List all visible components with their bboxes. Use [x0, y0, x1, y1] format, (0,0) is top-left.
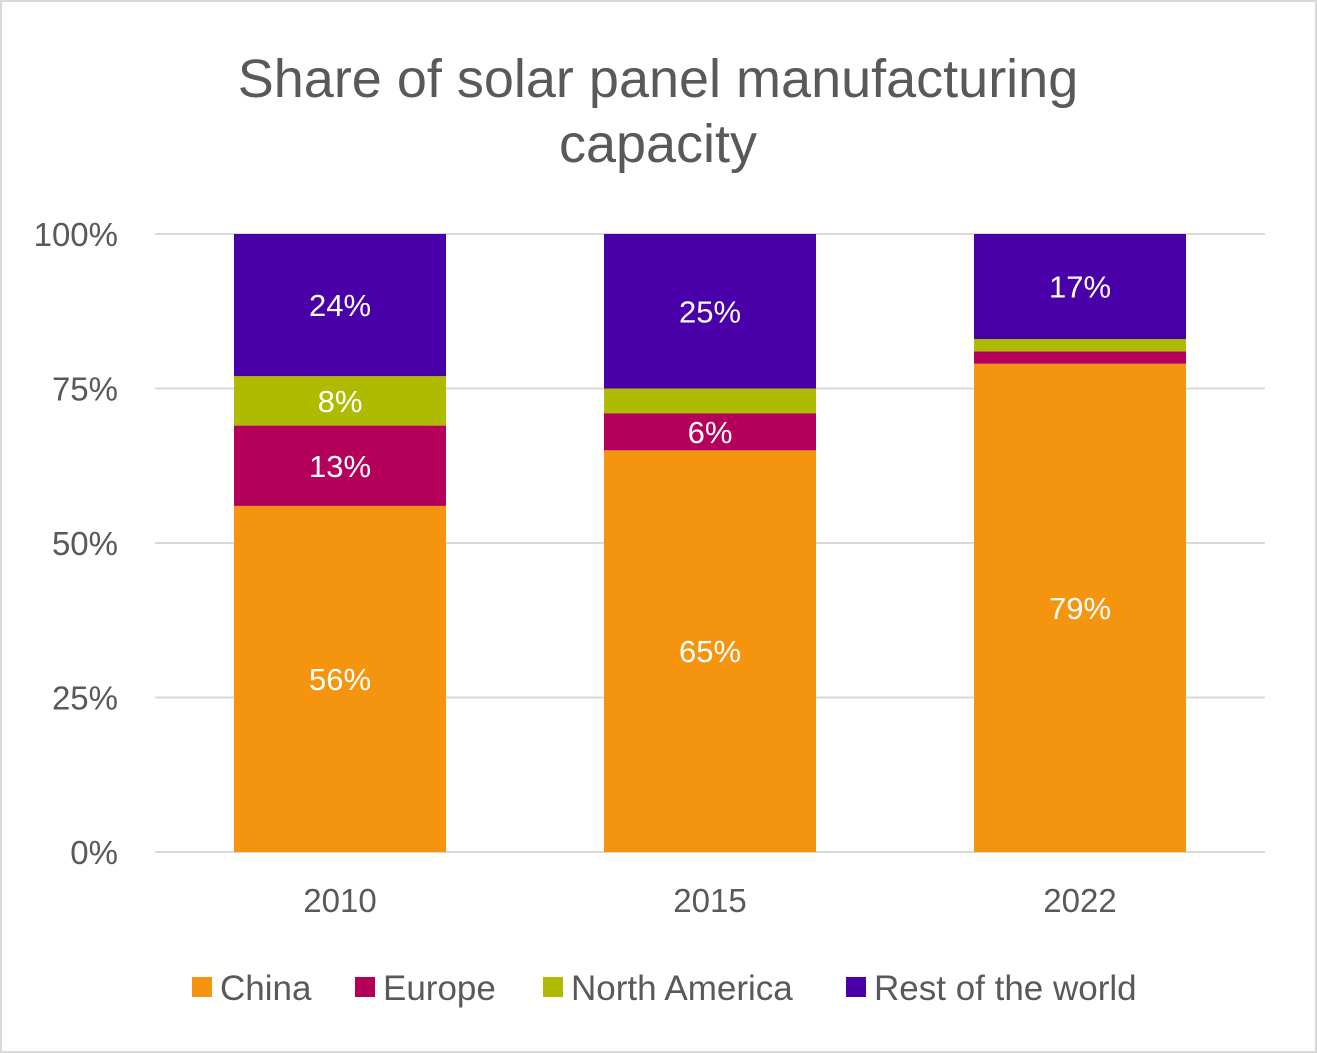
y-tick-label: 75% — [52, 371, 118, 408]
chart-title: Share of solar panel manufacturing capac… — [238, 49, 1079, 174]
bar-segment-rest-of-the-world-2022 — [974, 234, 1186, 340]
data-label: 8% — [318, 384, 363, 419]
legend-label: China — [220, 969, 312, 1008]
legend-swatch — [846, 977, 866, 997]
legend: China Europe North America Rest of the worl… — [192, 969, 1137, 1008]
legend-item-europe: Europe — [355, 969, 496, 1008]
legend-swatch — [355, 977, 375, 997]
bar-segment-europe-2022 — [974, 351, 1186, 364]
bar-segment-europe-2015 — [604, 413, 816, 451]
legend-item-north-america: North America — [543, 969, 793, 1008]
data-label: 24% — [309, 288, 371, 323]
data-label: 17% — [1049, 270, 1111, 305]
legend-label: Europe — [383, 969, 496, 1008]
legend-item-rest-of-the-world: Rest of the world — [846, 969, 1137, 1008]
data-label: 65% — [679, 634, 741, 669]
legend-swatch — [192, 977, 212, 997]
legend-swatch — [543, 977, 563, 997]
bar-segment-north-america-2015 — [604, 388, 816, 414]
data-label: 13% — [309, 449, 371, 484]
bar-segment-rest-of-the-world-2015 — [604, 234, 816, 389]
data-label: 79% — [1049, 591, 1111, 626]
data-label: 6% — [688, 415, 733, 450]
y-tick-label: 0% — [70, 834, 118, 871]
y-tick-label: 100% — [34, 216, 118, 253]
bar-segment-china-2010 — [234, 505, 446, 852]
chart-title-line-2: capacity — [559, 114, 757, 174]
bar-segment-north-america-2022 — [974, 339, 1186, 352]
bar-segment-north-america-2010 — [234, 376, 446, 426]
data-label: 56% — [309, 662, 371, 697]
bars — [234, 234, 1186, 852]
x-tick-label: 2022 — [1043, 882, 1116, 919]
x-axis-tick-labels: 2010 2015 2022 — [303, 882, 1116, 919]
bar-segment-rest-of-the-world-2010 — [234, 234, 446, 377]
data-labels: 56% 13% 8% 24% 65% 6% 25% 79% 17% — [309, 270, 1111, 697]
legend-label: Rest of the world — [874, 969, 1137, 1008]
y-axis-tick-labels: 0% 25% 50% 75% 100% — [34, 216, 118, 871]
bar-segment-europe-2010 — [234, 425, 446, 506]
legend-label: North America — [571, 969, 793, 1008]
y-tick-label: 50% — [52, 525, 118, 562]
legend-item-china: China — [192, 969, 312, 1008]
bar-segment-china-2015 — [604, 450, 816, 852]
y-tick-label: 25% — [52, 680, 118, 717]
x-tick-label: 2010 — [303, 882, 376, 919]
chart-title-line-1: Share of solar panel manufacturing — [238, 49, 1079, 109]
bar-segment-china-2022 — [974, 363, 1186, 852]
data-label: 25% — [679, 294, 741, 329]
x-tick-label: 2015 — [673, 882, 746, 919]
